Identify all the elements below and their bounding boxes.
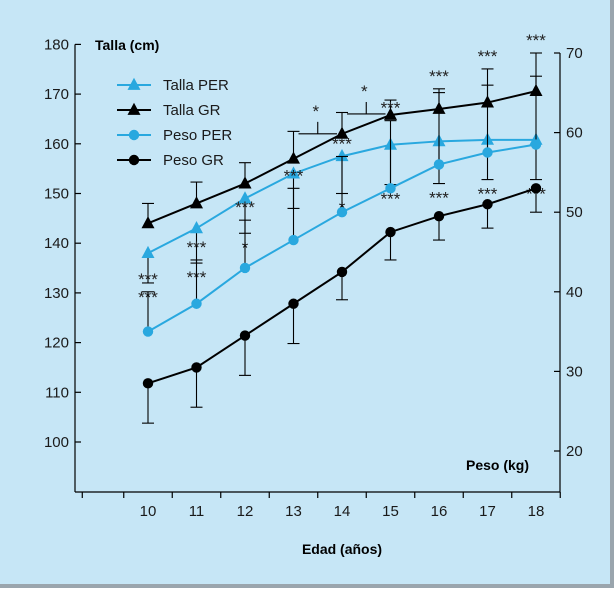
data-point <box>191 298 202 309</box>
series-peso-per: *** *** *** *** *** *** *** *** *** <box>138 31 546 337</box>
legend-item: Peso GR <box>117 152 224 169</box>
significance-label: *** <box>235 198 255 217</box>
x-tick-label: 12 <box>237 503 254 520</box>
x-tick-label: 16 <box>431 503 448 520</box>
y-left-tick-label: 170 <box>44 86 69 103</box>
data-point <box>385 183 396 194</box>
y-left-tick-label: 150 <box>44 186 69 203</box>
y-left-tick-label: 120 <box>44 335 69 352</box>
bracket-label: * <box>312 102 319 121</box>
legend-item: Talla GR <box>117 102 221 119</box>
y-left-tick-label: 140 <box>44 235 69 252</box>
y-right-tick-label: 40 <box>566 284 583 301</box>
data-point <box>239 262 251 274</box>
data-point <box>433 210 445 222</box>
y-right-axis-title: Peso (kg) <box>466 457 529 473</box>
legend-label: Talla GR <box>163 102 221 119</box>
significance-label: *** <box>478 47 498 66</box>
data-point <box>287 151 300 164</box>
data-point <box>190 221 203 234</box>
data-point <box>384 107 397 120</box>
data-point <box>238 176 252 189</box>
data-point <box>142 326 154 337</box>
data-point <box>336 207 348 218</box>
x-tick-label: 17 <box>479 503 496 520</box>
legend-item: Talla PER <box>117 77 229 94</box>
significance-label: *** <box>526 31 546 50</box>
data-point <box>482 147 493 158</box>
significance-bracket: * <box>298 102 337 135</box>
x-tick-label: 10 <box>140 503 157 520</box>
y-right-tick-label: 30 <box>566 363 583 380</box>
y-right-tick-label: 60 <box>566 125 583 142</box>
legend-item: Peso PER <box>117 127 232 144</box>
significance-label: *** <box>187 238 207 257</box>
legend-label: Peso GR <box>163 152 224 169</box>
x-tick-label: 15 <box>382 503 399 520</box>
legend-label: Peso PER <box>163 127 232 144</box>
y-left-tick-label: 110 <box>45 384 69 401</box>
significance-bracket: * <box>347 82 386 115</box>
significance-label: *** <box>478 185 498 204</box>
x-tick-label: 14 <box>334 503 351 520</box>
data-point <box>335 126 349 139</box>
legend-marker <box>127 102 141 115</box>
y-left-tick-label: 100 <box>44 434 69 451</box>
data-point <box>288 298 299 309</box>
legend-marker <box>128 129 140 141</box>
data-point <box>191 362 202 373</box>
legend-marker <box>128 154 140 166</box>
data-point <box>238 191 252 204</box>
significance-label: *** <box>429 67 449 86</box>
bracket-label: * <box>361 82 368 101</box>
significance-label: *** <box>332 134 352 153</box>
x-tick-label: 13 <box>285 503 302 520</box>
y-right-tick-label: 70 <box>566 45 583 62</box>
data-point <box>141 216 155 229</box>
y-left-tick-label: 160 <box>44 136 69 153</box>
series-peso-gr <box>142 183 542 424</box>
significance-label: *** <box>138 270 158 289</box>
data-point <box>190 196 203 209</box>
data-point <box>530 183 542 194</box>
data-point <box>530 139 542 150</box>
data-point <box>141 245 155 259</box>
y-right-tick-label: 20 <box>566 443 583 460</box>
data-point <box>482 199 493 210</box>
data-point <box>239 330 251 341</box>
x-tick-label: 18 <box>528 503 545 520</box>
data-point <box>336 266 348 278</box>
data-point <box>142 378 154 389</box>
significance-label: *** <box>381 190 401 209</box>
y-left-tick-label: 130 <box>44 285 69 302</box>
x-tick-label: 11 <box>189 503 205 520</box>
data-point <box>335 148 349 162</box>
y-left-axis-title: Talla (cm) <box>95 37 159 53</box>
data-point <box>287 166 300 179</box>
x-axis-title: Edad (años) <box>302 541 382 557</box>
legend-marker <box>127 77 141 90</box>
significance-label: *** <box>284 166 304 185</box>
data-point <box>385 226 396 238</box>
y-left-tick-label: 180 <box>44 36 69 53</box>
data-point <box>288 234 299 246</box>
data-point <box>433 159 445 170</box>
significance-label: *** <box>429 189 449 208</box>
legend-label: Talla PER <box>163 77 229 94</box>
significance-label: *** <box>381 99 401 118</box>
y-right-tick-label: 50 <box>566 204 583 221</box>
